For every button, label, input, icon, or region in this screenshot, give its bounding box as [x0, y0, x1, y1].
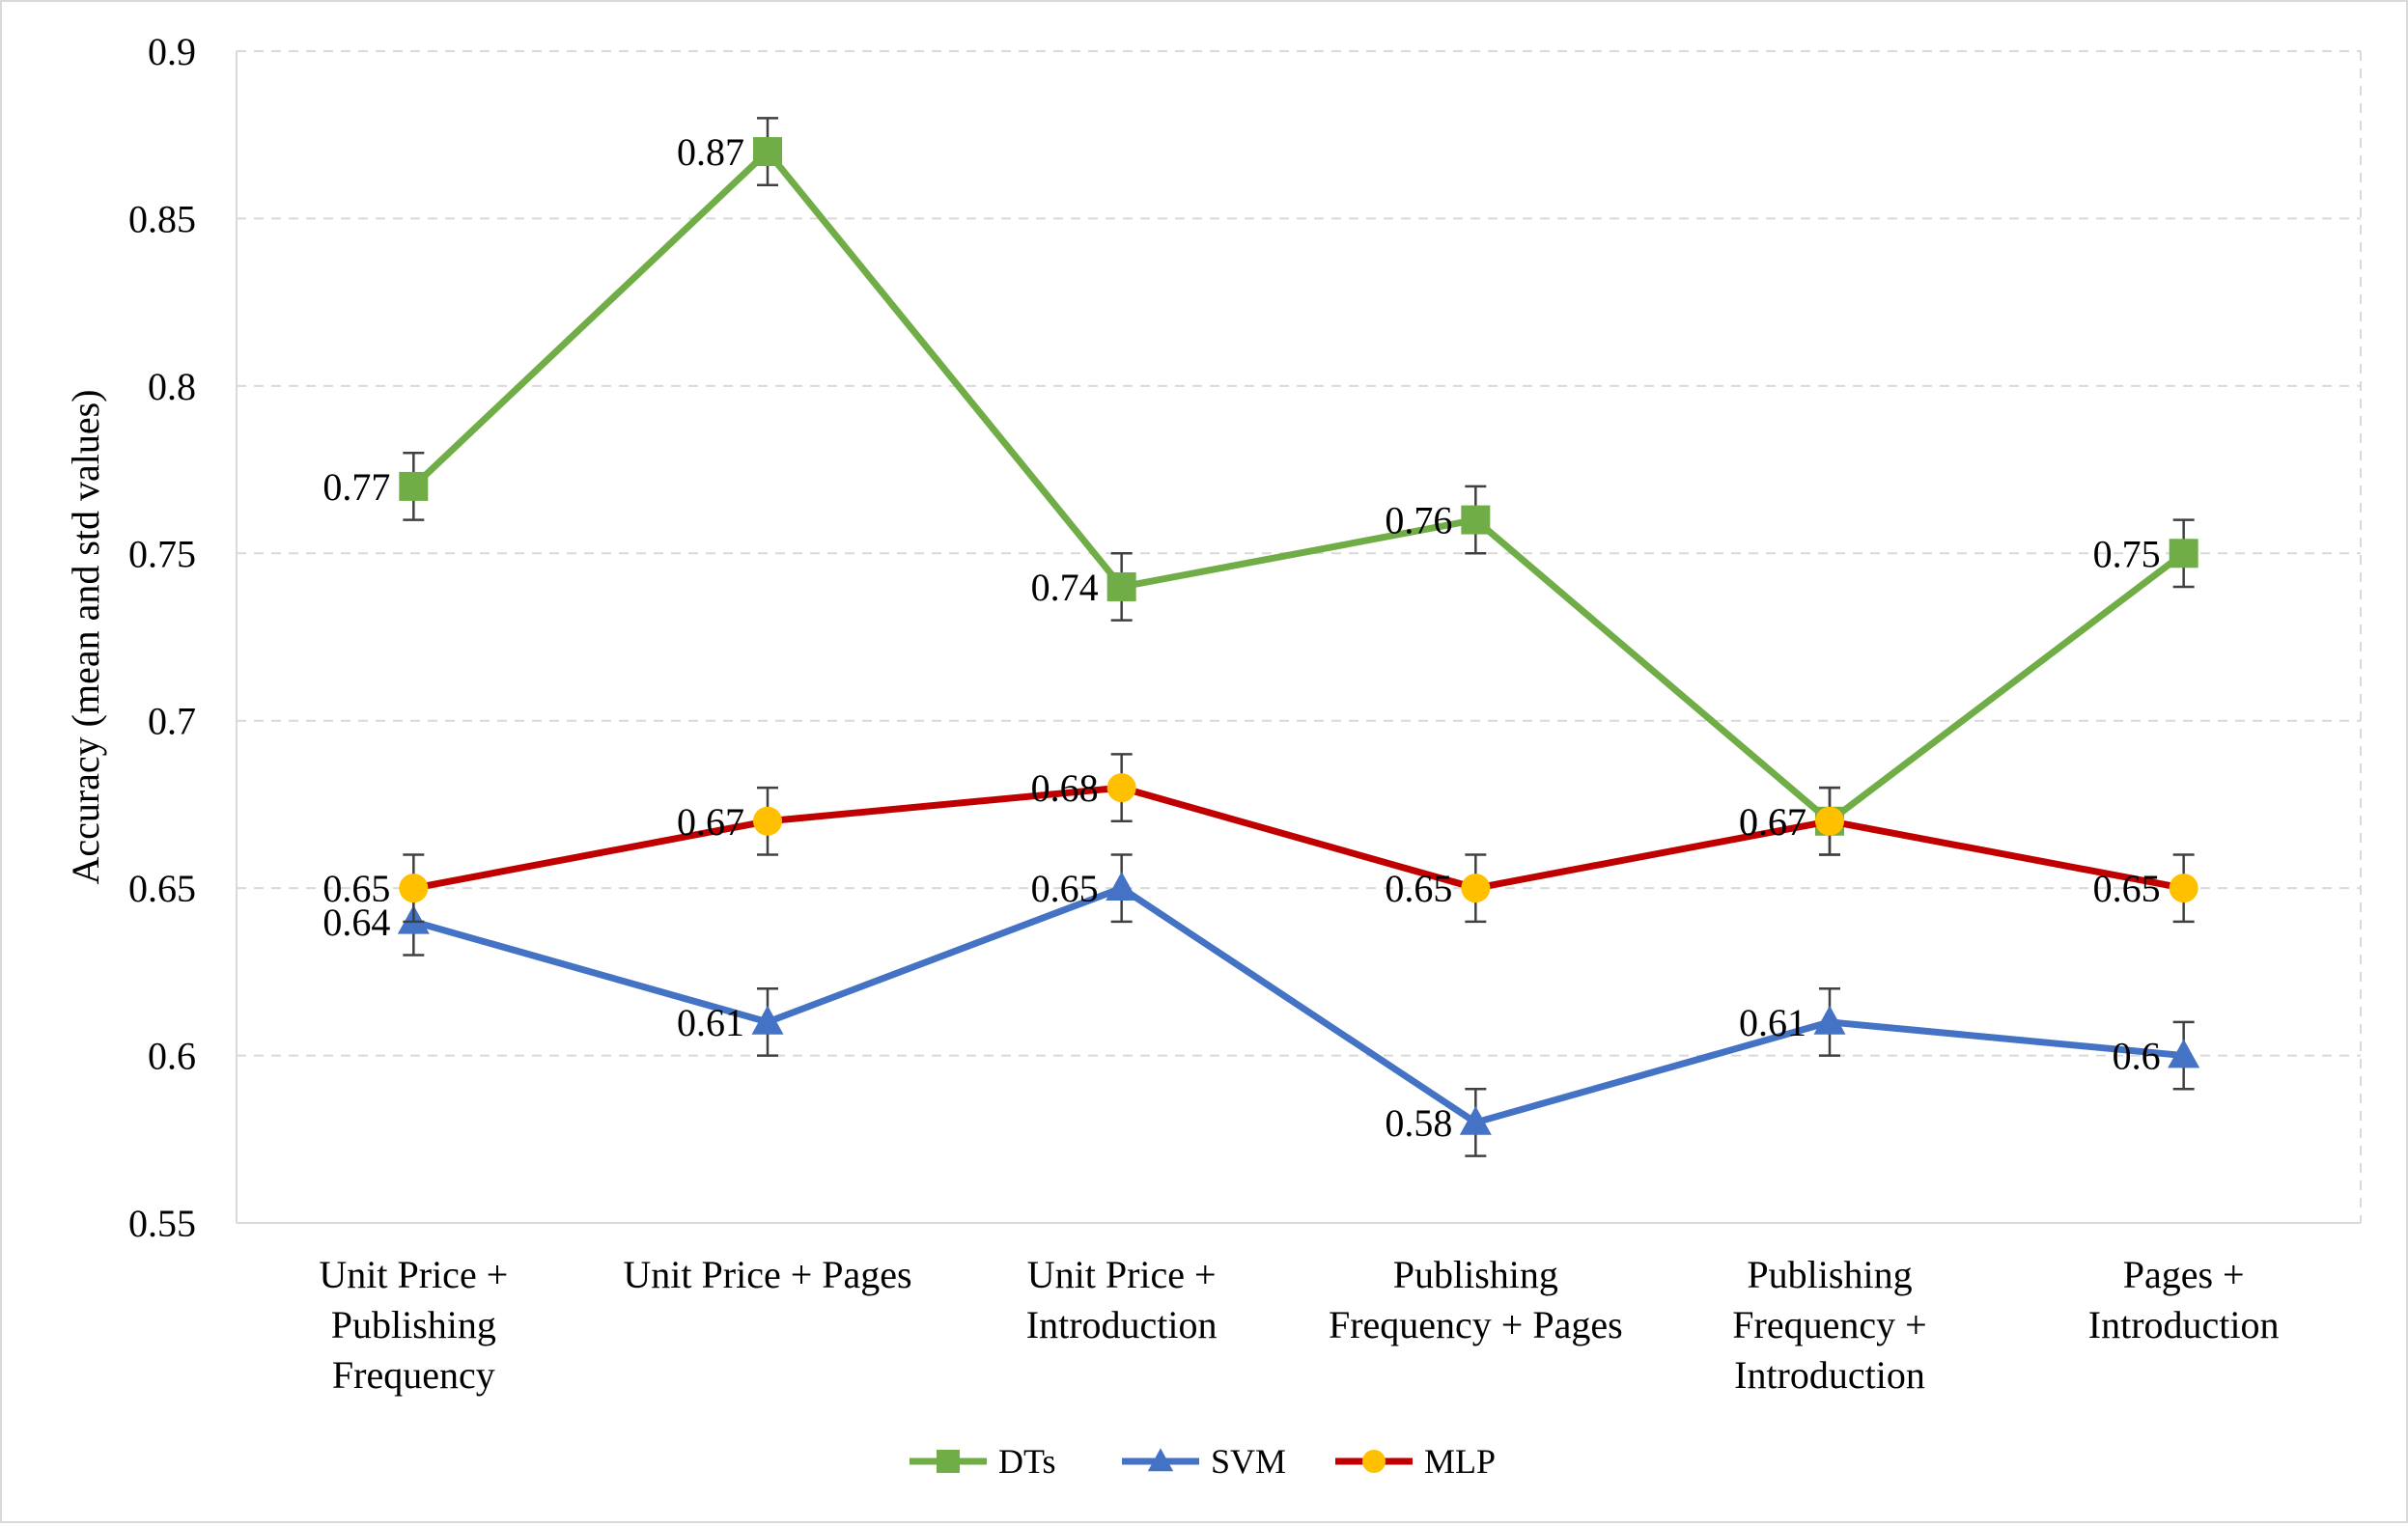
- x-category-label-line: Publishing: [1393, 1253, 1558, 1296]
- data-label-svm: 0.6: [2113, 1035, 2161, 1078]
- x-category-label-line: Introduction: [1026, 1303, 1218, 1346]
- x-category-label: Unit Price + Publishing Frequency: [319, 1253, 508, 1397]
- legend-marker-mlp: [1362, 1450, 1386, 1473]
- data-point-mlp: [1461, 874, 1491, 903]
- data-label-mlp: 0.65: [1385, 867, 1452, 910]
- legend-item-dts[interactable]: DTs: [910, 1442, 1055, 1481]
- legend-item-mlp[interactable]: MLP: [1335, 1442, 1496, 1481]
- data-label-svm: 0.58: [1385, 1101, 1452, 1145]
- x-category-label: Publishing Frequency + Introduction: [1732, 1253, 1926, 1397]
- y-axis-label: Accuracy (mean and std values): [64, 389, 107, 884]
- data-label-dts: 0.76: [1385, 499, 1452, 542]
- legend[interactable]: DTs SVM MLP: [910, 1442, 1496, 1481]
- data-point-svm: [1106, 872, 1138, 901]
- y-tick-labels: 0.55 0.6 0.65 0.7 0.75 0.8 0.85 0.9: [128, 30, 196, 1245]
- data-point-mlp: [753, 806, 782, 836]
- axes: [236, 51, 2361, 1224]
- y-tick-label: 0.6: [148, 1035, 196, 1078]
- x-category-label-line: Publishing: [1747, 1253, 1912, 1296]
- data-label-mlp: 0.65: [2093, 867, 2161, 910]
- legend-marker-svm: [1147, 1448, 1174, 1472]
- y-tick-label: 0.8: [148, 365, 196, 408]
- data-point-mlp: [2169, 874, 2198, 903]
- gridlines: [237, 50, 2362, 1223]
- data-point-dts: [1461, 505, 1491, 535]
- data-point-dts: [1106, 571, 1136, 601]
- data-point-dts: [2169, 539, 2198, 569]
- data-label-svm: 0.61: [1739, 1001, 1806, 1044]
- x-category-label: Unit Price + Introduction: [1026, 1253, 1218, 1346]
- x-category-label: Unit Price + Pages: [623, 1253, 911, 1296]
- series-line-mlp: [412, 784, 2185, 892]
- series-dts: 0.77 0.87 0.74 0.76 0.67 0.75: [322, 117, 2198, 856]
- data-label-dts: 0.77: [322, 465, 390, 509]
- y-tick-label: 0.9: [148, 30, 196, 73]
- data-point-dts: [753, 137, 782, 167]
- series-mlp: 0.65 0.67 0.68 0.65 0.67 0.65: [322, 753, 2198, 924]
- x-category-label-line: Publishing: [331, 1303, 496, 1346]
- y-tick-label: 0.7: [148, 700, 196, 743]
- series-svm: 0.64 0.61 0.65 0.58 0.61 0.6: [322, 853, 2200, 1157]
- x-category-label-line: Unit Price +: [1027, 1253, 1217, 1296]
- x-category-label: Pages + Introduction: [2088, 1253, 2280, 1346]
- data-point-mlp: [399, 874, 429, 903]
- data-label-svm: 0.61: [677, 1001, 744, 1044]
- legend-label-svm: SVM: [1211, 1442, 1286, 1481]
- x-category-label-line: Unit Price +: [319, 1253, 508, 1296]
- y-tick-label: 0.65: [128, 867, 196, 910]
- data-point-svm: [751, 1005, 784, 1035]
- legend-label-mlp: MLP: [1424, 1442, 1496, 1481]
- data-point-dts: [399, 471, 429, 501]
- data-label-svm: 0.65: [1031, 867, 1099, 910]
- x-category-label-line: Introduction: [2088, 1303, 2280, 1346]
- data-label-dts: 0.75: [2093, 532, 2161, 575]
- legend-marker-dts: [937, 1450, 960, 1473]
- y-tick-label: 0.55: [128, 1202, 196, 1245]
- x-category-label-line: Frequency + Pages: [1329, 1303, 1623, 1346]
- x-category-label-line: Introduction: [1734, 1353, 1925, 1397]
- x-category-label-line: Unit Price + Pages: [623, 1253, 911, 1296]
- y-tick-label: 0.75: [128, 532, 196, 575]
- data-point-svm: [1813, 1005, 1846, 1035]
- series-line-svm: [412, 884, 2184, 1126]
- data-label-mlp: 0.65: [322, 867, 390, 910]
- data-label-mlp: 0.67: [677, 800, 744, 844]
- data-point-mlp: [1815, 806, 1844, 836]
- series-group: 0.77 0.87 0.74 0.76 0.67 0.75 0.64 0.61 0.65 0.58…: [322, 117, 2200, 1157]
- x-category-label-line: Frequency +: [1732, 1303, 1926, 1346]
- data-label-dts: 0.87: [677, 130, 744, 174]
- data-label-svm: 0.64: [322, 901, 390, 944]
- legend-item-svm[interactable]: SVM: [1122, 1442, 1286, 1481]
- data-point-mlp: [1106, 773, 1136, 803]
- x-category-label-line: Pages +: [2123, 1253, 2245, 1296]
- data-label-mlp: 0.68: [1031, 766, 1099, 810]
- data-point-svm: [1459, 1105, 1492, 1135]
- data-label-mlp: 0.67: [1739, 800, 1806, 844]
- data-label-dts: 0.74: [1031, 566, 1099, 609]
- data-point-svm: [2168, 1039, 2200, 1068]
- series-line-dts: [410, 148, 2186, 825]
- legend-label-dts: DTs: [998, 1442, 1055, 1481]
- y-tick-label: 0.85: [128, 197, 196, 240]
- x-category-label-line: Frequency: [332, 1353, 495, 1397]
- x-category-label: Publishing Frequency + Pages: [1329, 1253, 1623, 1346]
